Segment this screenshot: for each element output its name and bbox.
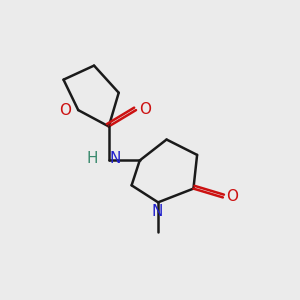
Text: N: N: [110, 151, 121, 166]
Text: O: O: [139, 102, 151, 117]
Text: H: H: [87, 151, 98, 166]
Text: O: O: [60, 103, 72, 118]
Text: O: O: [226, 189, 238, 204]
Text: N: N: [152, 204, 163, 219]
